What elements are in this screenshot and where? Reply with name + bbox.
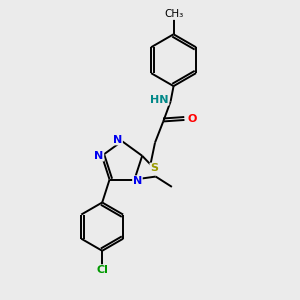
Text: S: S bbox=[150, 163, 158, 173]
Text: N: N bbox=[113, 135, 122, 145]
Text: O: O bbox=[187, 114, 196, 124]
Text: HN: HN bbox=[150, 95, 169, 105]
Text: N: N bbox=[94, 151, 104, 161]
Text: Cl: Cl bbox=[96, 265, 108, 275]
Text: N: N bbox=[133, 176, 142, 186]
Text: CH₃: CH₃ bbox=[164, 9, 184, 19]
